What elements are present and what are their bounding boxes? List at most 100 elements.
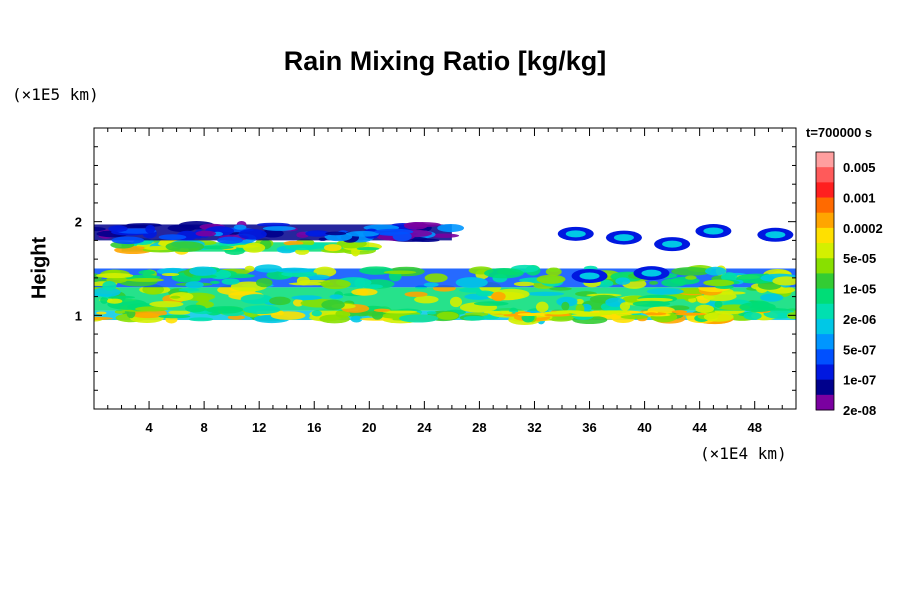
field-blob <box>170 295 181 299</box>
field-blob <box>739 301 776 313</box>
field-blob <box>561 301 570 311</box>
field-blob <box>206 306 243 314</box>
field-blob <box>619 302 631 311</box>
field-blob <box>256 222 290 227</box>
field-blob <box>346 230 380 237</box>
field-blob <box>695 304 715 313</box>
colorbar-label: 1e-05 <box>843 282 876 297</box>
field-blob <box>513 281 535 287</box>
field-blob <box>185 281 204 289</box>
field-blob <box>217 236 243 244</box>
field-blob <box>350 315 363 323</box>
field-blob <box>455 277 488 288</box>
field-blob <box>291 295 323 301</box>
field-blob <box>233 224 247 230</box>
field-blob <box>311 310 322 317</box>
field-blob <box>262 226 296 231</box>
field-blob <box>772 276 796 286</box>
field-blob <box>96 311 107 315</box>
plot-frame <box>93 127 797 410</box>
field-cell-core <box>579 272 600 280</box>
colorbar-segment <box>816 303 834 320</box>
field-blob <box>195 230 216 237</box>
field-blob <box>325 231 347 236</box>
field-blob <box>636 297 673 302</box>
field-blob <box>374 228 414 235</box>
colorbar-label: 2e-06 <box>843 312 876 327</box>
field-cell-core <box>662 240 683 248</box>
x-tick-label: 32 <box>527 420 541 435</box>
colorbar-segment <box>816 182 834 199</box>
field-blob <box>233 244 259 248</box>
field-blob <box>535 301 549 313</box>
field-blob <box>575 298 584 305</box>
field-blob <box>484 268 524 279</box>
field-blob <box>221 278 240 285</box>
field-blob <box>189 266 217 276</box>
field-blob <box>525 291 565 296</box>
field-blob <box>185 304 206 313</box>
field-blob <box>100 296 109 304</box>
colorbar-segment <box>816 258 834 274</box>
field-blob <box>114 309 126 314</box>
x-axis-unit: (×1E4 km) <box>700 444 787 463</box>
field-blob <box>158 234 187 241</box>
x-tick-label: 12 <box>252 420 266 435</box>
field-blob <box>423 282 439 287</box>
field-blob <box>536 274 566 284</box>
field-blob <box>424 273 448 283</box>
field-blob <box>284 244 319 251</box>
field-blob <box>96 272 134 279</box>
field-blob <box>318 237 327 241</box>
field-blob <box>556 296 578 307</box>
field-blob <box>373 308 391 312</box>
field-blob <box>426 311 437 315</box>
field-streak <box>671 310 688 314</box>
field-blob <box>242 305 281 315</box>
x-tick-label: 4 <box>145 420 153 435</box>
field-blob <box>188 317 214 322</box>
field-blob <box>269 296 291 306</box>
field-blob <box>351 288 378 296</box>
field-blob <box>649 280 659 285</box>
time-label: t=700000 s <box>806 125 873 140</box>
colorbar: 0.005 0.001 0.0002 5e-05 1e-05 2e-06 5e-07 1e-0… <box>815 151 883 418</box>
field-blob <box>760 293 784 302</box>
field-blob <box>382 310 418 314</box>
field-cell-core <box>641 269 662 277</box>
field-blob <box>371 310 383 320</box>
field-blob <box>138 269 156 276</box>
field-blob <box>270 311 306 320</box>
x-tick-label: 40 <box>637 420 651 435</box>
field-blob <box>473 301 509 306</box>
field-blob <box>404 291 428 297</box>
x-tick-label: 28 <box>472 420 486 435</box>
field-blob <box>108 225 128 233</box>
colorbar-segment <box>816 318 834 335</box>
colorbar-segment <box>816 243 834 259</box>
colorbar-segment <box>816 152 834 168</box>
field-blob <box>313 266 337 277</box>
field-blob <box>106 298 123 304</box>
colorbar-label: 5e-05 <box>843 251 876 266</box>
field-blob <box>255 277 273 288</box>
field-blob <box>329 294 343 300</box>
field-blob <box>169 292 194 302</box>
field-streak <box>517 312 543 316</box>
field-blob <box>398 314 439 323</box>
field-blob <box>491 291 506 302</box>
colorbar-segment <box>816 349 834 365</box>
field-blob <box>261 229 284 238</box>
field-blob <box>210 280 220 284</box>
field-streak <box>645 312 658 316</box>
field-blob <box>127 278 164 282</box>
colorbar-segment <box>816 167 834 183</box>
field-blob <box>283 240 304 246</box>
field-blob <box>296 276 310 286</box>
colorbar-segment <box>816 212 834 229</box>
field-blob <box>383 270 417 275</box>
field-blob <box>743 312 762 320</box>
field-streak <box>581 312 613 316</box>
field-blob <box>143 245 173 251</box>
